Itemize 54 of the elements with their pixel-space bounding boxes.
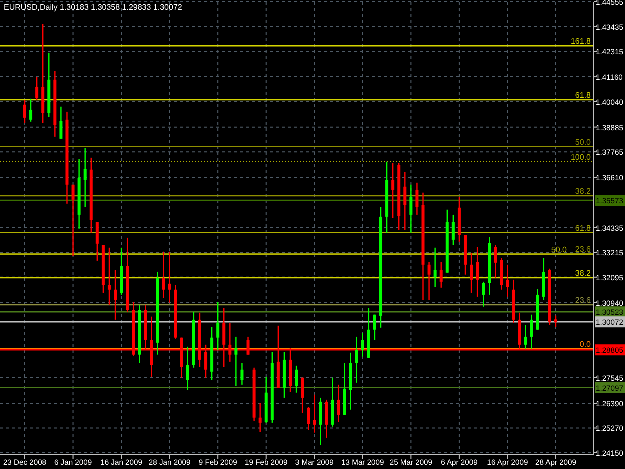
candlestick (494, 244, 498, 279)
candlestick (416, 182, 419, 216)
candlestick (554, 315, 558, 328)
annotation: 50.0 (551, 246, 568, 255)
annotation: 50.0 (575, 138, 592, 147)
annotation: 38.2 (575, 186, 592, 196)
candlestick (258, 402, 262, 433)
candlestick (234, 336, 238, 387)
candlestick (24, 99, 26, 124)
candlestick (524, 324, 528, 350)
candlestick (162, 251, 166, 299)
candlestick (84, 147, 87, 208)
candlestick (240, 362, 244, 386)
candlestick (452, 214, 455, 246)
candlestick (108, 247, 111, 306)
annotation: 61.8 (575, 91, 592, 100)
annotation: 61.8 (575, 224, 592, 233)
candlestick (295, 365, 298, 394)
candlestick (361, 332, 364, 358)
candlestick (434, 247, 437, 288)
candlestick (428, 261, 431, 301)
candlestick (216, 301, 220, 351)
candlestick (325, 399, 328, 439)
candlestick (72, 184, 75, 257)
candlestick (476, 246, 480, 298)
annotation: 38.2 (575, 268, 592, 278)
candlestick (319, 397, 322, 446)
candlestick (470, 252, 474, 294)
candlestick (36, 76, 39, 101)
candlestick (337, 384, 340, 423)
chart-title: EURUSD,Daily 1.30183 1.30358 1.29833 1.30072 (4, 3, 183, 12)
candlestick (96, 221, 99, 262)
candlestick (530, 314, 534, 350)
annotation: 0.0 (580, 340, 592, 349)
annotation: 161.8 (570, 37, 592, 46)
candlestick (307, 406, 310, 431)
candlestick (301, 377, 304, 414)
candlestick (168, 251, 172, 304)
candlestick (355, 336, 358, 384)
candlestick (186, 346, 190, 391)
candlestick (404, 171, 407, 231)
candlestick (60, 106, 63, 140)
annotation: 100.0 (570, 152, 592, 162)
candlestick (506, 264, 510, 298)
candlestick (373, 314, 376, 341)
candlestick (30, 98, 33, 123)
candlestick (114, 269, 118, 321)
annotation: 23.6 (575, 245, 592, 254)
candlestick (410, 184, 413, 234)
candlestick (482, 281, 486, 308)
candlestick (313, 394, 316, 434)
candlestick (440, 261, 443, 288)
annotation: 23.6 (575, 296, 592, 305)
candlestick (392, 162, 395, 219)
